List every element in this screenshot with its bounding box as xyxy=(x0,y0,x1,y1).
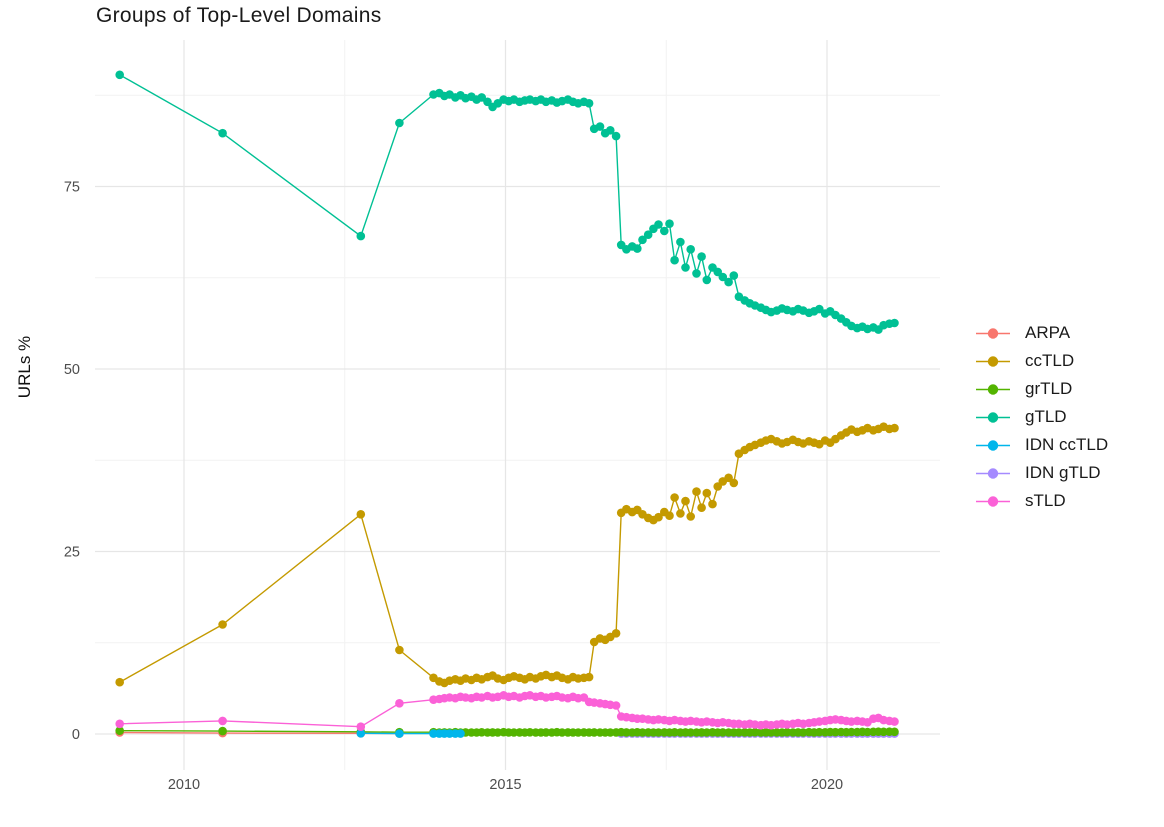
data-point xyxy=(611,629,621,638)
y-tick-label: 75 xyxy=(64,180,80,196)
legend-key-icon xyxy=(976,439,1010,451)
data-point xyxy=(724,277,733,287)
x-tick-label: 2015 xyxy=(489,777,521,793)
data-point xyxy=(681,496,690,506)
legend-item-stld: sTLD xyxy=(976,487,1108,515)
data-point xyxy=(890,423,899,433)
data-point xyxy=(670,255,679,265)
data-point xyxy=(456,729,465,738)
legend-item-grtld: grTLD xyxy=(976,375,1108,403)
legend-key-icon xyxy=(976,327,1010,339)
legend-item-gtld: gTLD xyxy=(976,403,1108,431)
y-tick-label: 25 xyxy=(64,545,80,561)
data-point xyxy=(356,729,366,738)
data-point xyxy=(697,503,706,512)
data-point xyxy=(654,220,663,229)
legend-label: gTLD xyxy=(1025,407,1067,426)
data-point xyxy=(697,252,706,261)
data-point xyxy=(395,699,404,708)
data-point xyxy=(115,719,124,729)
data-point xyxy=(890,717,899,726)
legend-item-idn-gtld: IDN gTLD xyxy=(976,459,1108,487)
data-point xyxy=(718,272,728,282)
data-point xyxy=(115,70,124,80)
x-tick-label: 2010 xyxy=(168,777,200,793)
data-point xyxy=(633,244,642,253)
data-point xyxy=(395,118,404,128)
data-point xyxy=(676,509,685,518)
series-gTLD xyxy=(115,70,899,334)
legend-label: IDN ccTLD xyxy=(1025,435,1109,454)
y-tick-label: 0 xyxy=(72,727,80,743)
data-point xyxy=(115,677,124,687)
legend-item-idn-cctld: IDN ccTLD xyxy=(976,431,1108,459)
legend-key-icon xyxy=(976,411,1010,423)
data-point xyxy=(729,271,739,280)
data-point xyxy=(665,219,674,228)
minor-gridlines xyxy=(95,40,940,770)
data-point xyxy=(356,231,366,241)
data-point xyxy=(611,701,621,710)
data-point xyxy=(115,726,124,735)
legend-item-cctld: ccTLD xyxy=(976,347,1108,375)
data-point xyxy=(218,716,227,726)
data-point xyxy=(218,128,227,138)
data-point xyxy=(218,726,227,736)
data-point xyxy=(692,269,701,278)
data-point xyxy=(708,499,717,509)
series-IDN-ccTLD xyxy=(356,729,465,738)
chart-title: Groups of Top-Level Domains xyxy=(96,4,382,27)
data-point xyxy=(702,488,712,498)
data-point xyxy=(660,226,669,236)
y-tick-label: 50 xyxy=(64,362,80,378)
legend-key-icon xyxy=(976,355,1010,367)
series-ccTLD xyxy=(115,422,899,688)
data-point xyxy=(729,478,739,488)
data-point xyxy=(670,493,679,502)
data-point xyxy=(890,318,899,328)
data-point xyxy=(665,511,674,520)
data-point xyxy=(356,722,366,731)
data-point xyxy=(681,263,690,272)
data-point xyxy=(395,729,404,738)
data-point xyxy=(584,672,594,682)
data-point xyxy=(686,512,695,521)
data-point xyxy=(654,512,663,522)
legend-key-icon xyxy=(976,495,1010,507)
legend-label: grTLD xyxy=(1025,379,1073,398)
data-point xyxy=(595,122,605,131)
data-point xyxy=(638,235,647,245)
legend-item-arpa: ARPA xyxy=(976,319,1108,347)
major-gridlines xyxy=(95,40,940,770)
series-sTLD xyxy=(115,691,899,731)
legend-label: IDN gTLD xyxy=(1025,463,1101,482)
legend-label: ARPA xyxy=(1025,323,1071,342)
data-point xyxy=(584,99,594,108)
data-point xyxy=(686,245,695,254)
data-point xyxy=(692,487,701,496)
legend: ARPA ccTLD grTLD gTLD IDN ccTLD IDN gTLD sTLD xyxy=(976,319,1108,515)
data-point xyxy=(395,645,404,655)
x-tick-label: 2020 xyxy=(811,777,843,793)
legend-key-icon xyxy=(976,383,1010,395)
data-point xyxy=(676,237,685,247)
data-point xyxy=(702,275,712,285)
legend-key-icon xyxy=(976,467,1010,479)
data-point xyxy=(218,620,227,629)
legend-label: ccTLD xyxy=(1025,351,1075,370)
axis-tick-labels: 0 25 50 75 2010 2015 2020 xyxy=(64,180,843,794)
data-point xyxy=(890,727,899,737)
data-point xyxy=(643,230,653,239)
data-point xyxy=(611,131,621,141)
data-point xyxy=(606,126,615,135)
data-point xyxy=(356,510,366,519)
legend-label: sTLD xyxy=(1025,491,1066,510)
